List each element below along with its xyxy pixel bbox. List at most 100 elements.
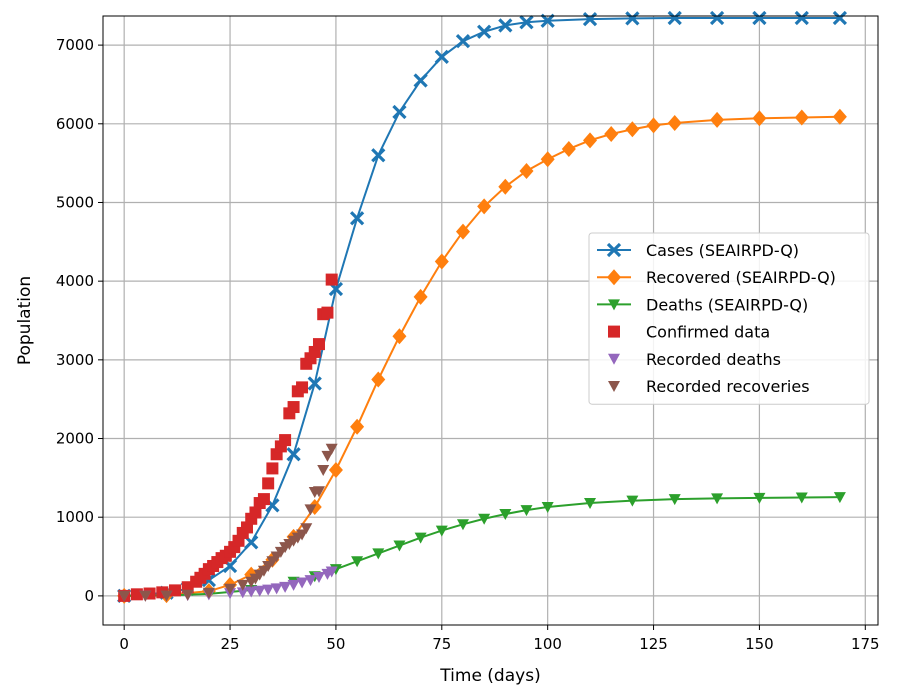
data-point [604,126,619,143]
data-point [498,18,513,33]
legend-label: Recovered (SEAIRPD-Q) [646,268,836,287]
data-point [304,504,317,516]
data-point [561,140,576,157]
data-point [287,401,300,414]
data-point [540,13,555,28]
y-tick-label: 1000 [56,508,94,526]
data-point [541,501,554,513]
data-point [296,381,309,394]
plot-area [117,10,848,604]
data-point [168,584,181,597]
legend-item: Deaths (SEAIRPD-Q) [597,295,808,314]
x-tick-label: 125 [639,635,668,653]
legend-label: Recorded recoveries [646,377,810,396]
legend-marker [607,269,621,286]
data-point [296,577,309,589]
data-point [181,589,194,601]
data-point [752,10,767,26]
data-point [540,151,555,168]
data-point [477,24,492,39]
data-point [668,494,681,506]
x-tick-label: 0 [119,635,129,653]
data-point [266,462,279,475]
data-point [667,115,682,132]
data-point [646,117,661,134]
legend-box [588,232,870,405]
data-point [139,590,152,602]
data-point [413,288,428,305]
data-point [435,525,448,537]
data-point [160,590,173,602]
data-point [321,450,334,462]
data-point [349,211,365,226]
data-point [245,586,258,598]
legend-item: Recovered (SEAIRPD-Q) [597,268,836,287]
legend-label: Recorded deaths [646,350,781,369]
data-point [711,493,724,505]
data-point [325,566,338,578]
data-point [236,587,249,599]
data-point [583,132,598,149]
data-point [498,178,513,195]
data-point [317,464,330,476]
data-point [434,49,449,65]
legend-item: Recorded recoveries [608,377,810,396]
data-point [262,477,275,490]
x-tick-label: 100 [533,635,562,653]
legend-marker [608,299,620,311]
data-point [393,540,406,552]
data-point [287,579,300,591]
data-point [499,509,512,521]
data-point [832,10,848,26]
data-point [795,492,808,504]
legend-marker [608,353,620,365]
data-point [752,110,767,127]
data-point [753,492,766,504]
data-point [520,505,533,517]
legend: Cases (SEAIRPD-Q) Recovered (SEAIRPD-Q) De… [588,232,870,405]
x-tick-label: 75 [432,635,451,653]
data-point [321,306,334,319]
data-point [710,111,725,128]
data-point [794,10,809,26]
y-axis-label: Population [15,276,35,365]
data-point [478,513,491,525]
data-point [371,148,386,163]
x-tick-label: 150 [745,635,774,653]
data-point [328,461,343,478]
data-point [279,581,292,593]
data-point [455,34,471,49]
data-point [296,529,309,541]
data-point [249,506,262,519]
plot-frame [102,15,879,626]
legend-item: Recorded deaths [608,350,781,369]
data-point [325,273,338,286]
data-point [456,519,469,531]
y-tick-label: 7000 [56,36,94,54]
y-tick-label: 4000 [56,272,94,290]
data-point [312,486,325,498]
data-point [794,109,809,126]
data-point [279,434,292,447]
data-point [300,523,313,535]
data-point [224,583,237,595]
data-point [625,121,640,138]
data-point [270,583,283,595]
data-point [413,73,428,88]
data-point [667,10,682,26]
data-point [434,253,449,270]
legend-label: Cases (SEAIRPD-Q) [646,241,799,260]
data-point [371,371,386,388]
data-point [392,328,407,345]
legend-marker [608,325,620,338]
data-point [350,418,365,435]
data-point [833,492,846,504]
data-point [202,587,215,599]
data-point [312,572,325,584]
data-point [351,556,364,568]
series-3 [118,273,338,602]
data-point [312,338,325,351]
data-point [118,590,131,602]
data-point [477,198,492,215]
